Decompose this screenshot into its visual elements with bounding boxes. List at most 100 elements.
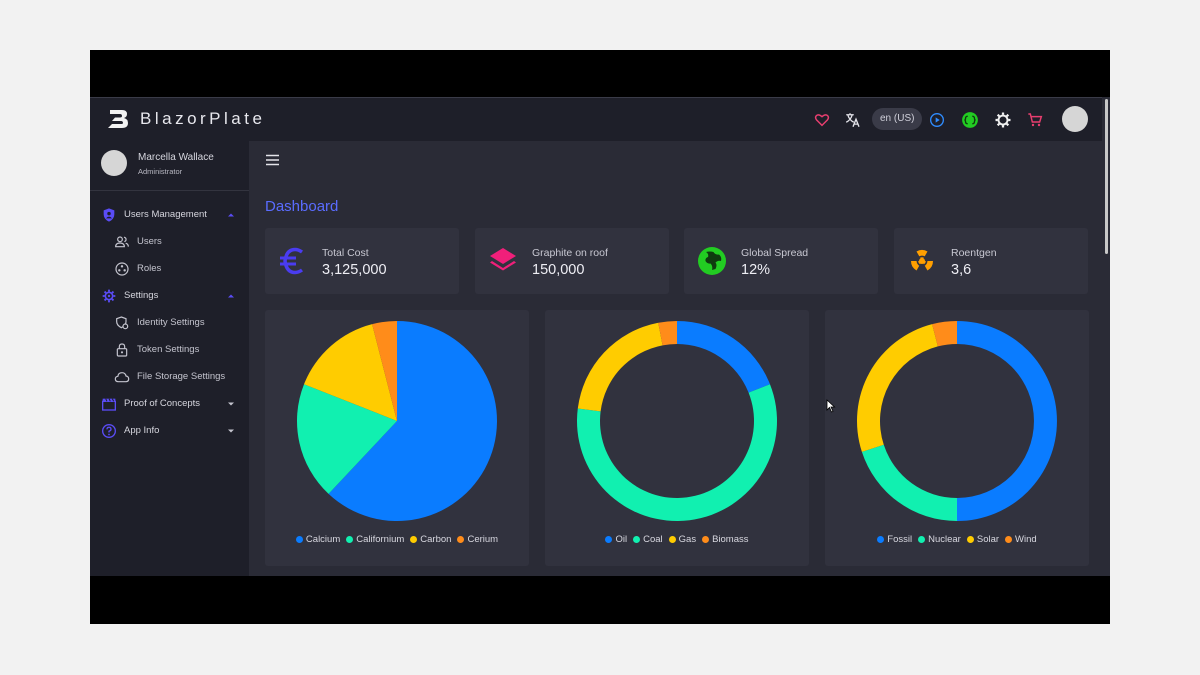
users-icon (115, 236, 129, 248)
slice-cerium[interactable] (372, 321, 397, 421)
play-icon[interactable] (927, 110, 947, 130)
legend-label: Calcium (305, 534, 341, 545)
stat-value: 3,6 (951, 262, 972, 278)
sidebar-item-label: Users (137, 236, 162, 247)
legend-swatch (1005, 536, 1013, 543)
clapperboard-icon (102, 398, 116, 411)
euro-icon (280, 247, 304, 275)
stat-card-total-cost: Total Cost 3,125,000 (265, 228, 459, 294)
stat-card-roentgen: Roentgen 3,6 (894, 228, 1088, 294)
slice-carbon[interactable] (304, 324, 397, 421)
sidebar-item-label: Settings (124, 290, 159, 301)
legend-item-cerium[interactable]: Cerium (457, 534, 498, 545)
logo-icon (108, 110, 128, 128)
stat-label: Total Cost (322, 247, 369, 259)
sidebar-item-label: Identity Settings (137, 317, 205, 328)
stat-value: 12% (741, 262, 771, 278)
brand-name[interactable]: BlazorPlate (140, 109, 266, 128)
donut-chart (577, 321, 777, 521)
slice-oil[interactable] (677, 321, 770, 393)
chart-card-elements: Calcium Californium Carbon Cerium (265, 310, 529, 566)
chevron-down-icon (228, 429, 234, 433)
slice-biomass[interactable] (658, 321, 677, 346)
roles-icon (115, 262, 129, 276)
sidebar-item-label: App Info (124, 425, 160, 436)
legend-label: Cerium (467, 534, 499, 545)
sidebar-item-settings[interactable]: Settings (90, 285, 249, 307)
stat-value: 150,000 (532, 262, 585, 278)
legend-label: Wind (1015, 534, 1037, 545)
scrollbar[interactable] (1102, 97, 1110, 576)
legend-label: Nuclear (928, 534, 961, 545)
slice-gas[interactable] (577, 322, 663, 412)
code-icon[interactable] (960, 110, 980, 130)
chevron-up-icon (228, 294, 234, 298)
legend-swatch (966, 536, 974, 543)
slice-fossil[interactable] (957, 321, 1057, 521)
legend-item-biomass[interactable]: Biomass (702, 534, 749, 545)
user-role: Administrator (138, 167, 183, 176)
legend-label: Biomass (712, 534, 749, 545)
legend-swatch (877, 536, 885, 543)
legend-label: Oil (615, 534, 628, 545)
stat-card-global-spread: Global Spread 12% (684, 228, 878, 294)
scrollbar-thumb[interactable] (1105, 99, 1108, 254)
legend-item-wind[interactable]: Wind (1005, 534, 1037, 545)
sidebar-item-identity-settings[interactable]: Identity Settings (90, 312, 249, 334)
slice-californium[interactable] (297, 384, 397, 494)
globe-icon (698, 247, 726, 275)
legend-swatch (346, 536, 354, 543)
sidebar-item-token-settings[interactable]: Token Settings (90, 339, 249, 361)
sidebar-item-users-management[interactable]: Users Management (90, 204, 249, 226)
legend-swatch (918, 536, 926, 543)
gear-icon (102, 289, 116, 303)
legend-item-nuclear[interactable]: Nuclear (918, 534, 961, 545)
slice-wind[interactable] (932, 321, 957, 347)
legend-item-solar[interactable]: Solar (966, 534, 999, 545)
sidebar-item-label: File Storage Settings (137, 371, 226, 382)
pie-chart (297, 321, 497, 521)
legend-item-fossil[interactable]: Fossil (877, 534, 912, 545)
legend-item-calcium[interactable]: Calcium (295, 534, 341, 545)
legend-swatch (457, 536, 465, 543)
sidebar-item-label: Token Settings (137, 344, 200, 355)
shield-icon (103, 208, 115, 222)
user-avatar-button[interactable] (1062, 106, 1088, 132)
language-selector[interactable]: en (US) (872, 108, 923, 130)
sidebar-item-roles[interactable]: Roles (90, 258, 249, 280)
slice-solar[interactable] (857, 324, 938, 452)
sidebar-item-app-info[interactable]: App Info (90, 420, 249, 442)
sidebar-item-file-storage-settings[interactable]: File Storage Settings (90, 366, 249, 388)
legend-item-gas[interactable]: Gas (668, 534, 696, 545)
chart-legend: Calcium Californium Carbon Cerium (265, 534, 529, 545)
sidebar-item-label: Roles (137, 263, 162, 274)
legend-item-carbon[interactable]: Carbon (410, 534, 451, 545)
cart-icon[interactable] (1025, 110, 1045, 130)
help-icon (102, 424, 116, 438)
identity-settings-icon (116, 316, 129, 330)
stat-label: Global Spread (741, 247, 809, 259)
legend-item-oil[interactable]: Oil (605, 534, 627, 545)
sidebar: Marcella Wallace Administrator Users Man… (90, 141, 249, 576)
legend-label: Coal (643, 534, 663, 545)
slice-coal[interactable] (577, 384, 777, 521)
stat-card-graphite-on-roof: Graphite on roof 150,000 (475, 228, 669, 294)
translate-icon[interactable] (843, 110, 863, 130)
legend-label: Carbon (420, 534, 452, 545)
sidebar-item-users[interactable]: Users (90, 231, 249, 253)
chart-card-energy-sources: Oil Coal Gas Biomass (545, 310, 809, 566)
radiation-icon (911, 250, 933, 271)
avatar (101, 150, 127, 176)
settings-icon[interactable] (993, 110, 1013, 130)
legend-item-californium[interactable]: Californium (346, 534, 404, 545)
menu-icon[interactable] (265, 153, 281, 167)
slice-calcium[interactable] (328, 321, 497, 521)
cloud-icon (114, 372, 130, 383)
stat-value: 3,125,000 (322, 262, 387, 278)
heart-icon[interactable] (812, 110, 832, 130)
legend-item-coal[interactable]: Coal (633, 534, 663, 545)
chart-legend: Oil Coal Gas Biomass (545, 534, 809, 545)
slice-nuclear[interactable] (861, 444, 957, 521)
sidebar-item-proof-of-concepts[interactable]: Proof of Concepts (90, 393, 249, 415)
legend-label: Fossil (887, 534, 913, 545)
